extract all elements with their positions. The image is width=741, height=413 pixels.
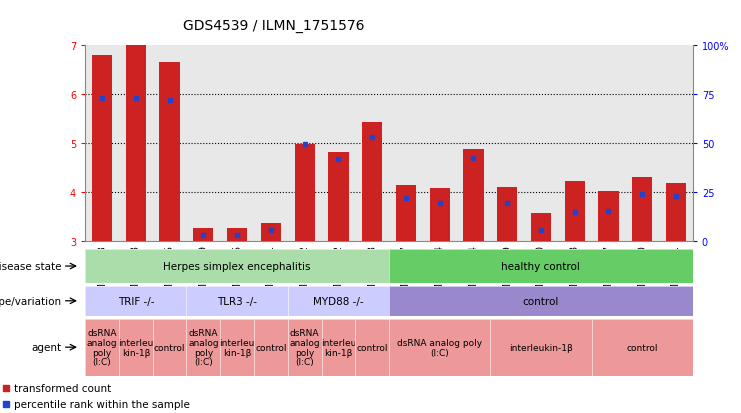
Text: interleu
kin-1β: interleu kin-1β	[219, 338, 255, 357]
Bar	[463, 150, 484, 242]
Text: genotype/variation: genotype/variation	[0, 296, 61, 306]
Bar	[227, 228, 247, 242]
Bar	[261, 223, 281, 242]
Bar	[565, 181, 585, 242]
Bar	[497, 188, 517, 242]
Text: dsRNA
analog
poly
(I:C): dsRNA analog poly (I:C)	[188, 328, 219, 366]
Text: MYD88 -/-: MYD88 -/-	[313, 296, 364, 306]
Text: control: control	[154, 343, 185, 352]
Text: control: control	[356, 343, 388, 352]
Text: interleukin-1β: interleukin-1β	[509, 343, 573, 352]
Text: dsRNA
analog
poly
(I:C): dsRNA analog poly (I:C)	[289, 328, 320, 366]
Bar	[531, 214, 551, 242]
Bar	[666, 184, 686, 242]
Bar	[92, 56, 112, 242]
Text: dsRNA
analog
poly
(I:C): dsRNA analog poly (I:C)	[87, 328, 117, 366]
Text: healthy control: healthy control	[502, 261, 580, 271]
Bar	[328, 152, 348, 242]
Text: TRIF -/-: TRIF -/-	[118, 296, 154, 306]
Text: interleu
kin-1β: interleu kin-1β	[321, 338, 356, 357]
Text: transformed count: transformed count	[14, 383, 111, 393]
Text: disease state: disease state	[0, 261, 61, 271]
Text: Herpes simplex encephalitis: Herpes simplex encephalitis	[163, 261, 311, 271]
Bar	[193, 229, 213, 242]
Text: control: control	[255, 343, 287, 352]
Bar	[294, 145, 315, 242]
Text: control: control	[522, 296, 559, 306]
Bar	[598, 192, 619, 242]
Text: agent: agent	[31, 342, 61, 352]
Bar	[159, 63, 180, 242]
Text: GDS4539 / ILMN_1751576: GDS4539 / ILMN_1751576	[184, 19, 365, 33]
Bar	[362, 122, 382, 242]
Text: dsRNA analog poly
(I:C): dsRNA analog poly (I:C)	[397, 338, 482, 357]
Bar	[632, 178, 652, 242]
Text: control: control	[626, 343, 658, 352]
Bar	[396, 186, 416, 242]
Text: interleu
kin-1β: interleu kin-1β	[118, 338, 153, 357]
Bar	[430, 189, 450, 242]
Text: percentile rank within the sample: percentile rank within the sample	[14, 399, 190, 408]
Bar	[126, 45, 146, 242]
Text: TLR3 -/-: TLR3 -/-	[217, 296, 257, 306]
